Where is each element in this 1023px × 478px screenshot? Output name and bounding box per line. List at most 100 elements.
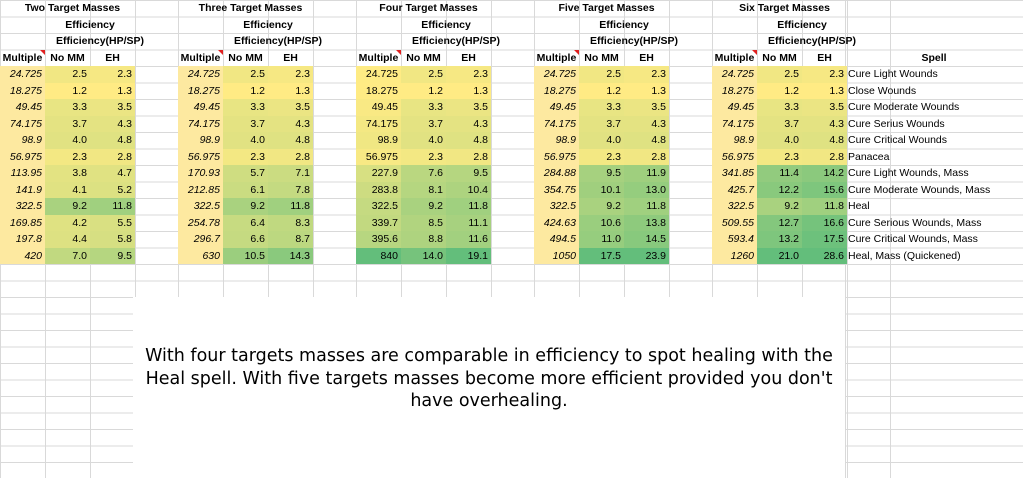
cell-multiple[interactable]: 283.8 — [356, 181, 401, 198]
cell-no-mm[interactable]: 3.7 — [45, 115, 90, 132]
cell-no-mm[interactable]: 3.7 — [579, 115, 624, 132]
cell-eh[interactable]: 8.3 — [268, 214, 313, 231]
cell-eh[interactable]: 1.3 — [446, 82, 491, 99]
cell-multiple[interactable]: 98.9 — [0, 132, 45, 149]
cell-multiple[interactable]: 170.93 — [178, 165, 223, 182]
cell-no-mm[interactable]: 12.7 — [757, 214, 802, 231]
cell-eh[interactable]: 4.8 — [802, 132, 847, 149]
cell-no-mm[interactable]: 8.8 — [401, 231, 446, 248]
cell-no-mm[interactable]: 4.0 — [401, 132, 446, 149]
group-title[interactable]: Six Target Masses — [739, 2, 830, 14]
cell-eh[interactable]: 11.1 — [446, 214, 491, 231]
cell-multiple[interactable]: 395.6 — [356, 231, 401, 248]
cell-no-mm[interactable]: 10.6 — [579, 214, 624, 231]
cell-eh[interactable]: 11.8 — [624, 198, 669, 215]
cell-no-mm[interactable]: 4.0 — [45, 132, 90, 149]
cell-eh[interactable]: 4.7 — [90, 165, 135, 182]
column-header-no-mm[interactable]: No MM — [406, 51, 441, 64]
cell-no-mm[interactable]: 13.2 — [757, 231, 802, 248]
cell-spell-name[interactable]: Cure Moderate Wounds — [848, 101, 960, 113]
cell-no-mm[interactable]: 7.6 — [401, 165, 446, 182]
column-header-multiple[interactable]: Multiple — [2, 51, 43, 64]
cell-multiple[interactable]: 322.5 — [534, 198, 579, 215]
cell-eh[interactable]: 14.5 — [624, 231, 669, 248]
cell-multiple[interactable]: 98.9 — [712, 132, 757, 149]
cell-multiple[interactable]: 1050 — [534, 247, 579, 264]
cell-no-mm[interactable]: 8.1 — [401, 181, 446, 198]
cell-no-mm[interactable]: 1.2 — [757, 82, 802, 99]
cell-multiple[interactable]: 322.5 — [178, 198, 223, 215]
cell-no-mm[interactable]: 12.2 — [757, 181, 802, 198]
cell-multiple[interactable]: 49.45 — [534, 99, 579, 116]
cell-eh[interactable]: 1.3 — [268, 82, 313, 99]
cell-multiple[interactable]: 341.85 — [712, 165, 757, 182]
cell-spell-name[interactable]: Cure Serious Wounds, Mass — [848, 216, 982, 229]
cell-multiple[interactable]: 494.5 — [534, 231, 579, 248]
cell-no-mm[interactable]: 1.2 — [223, 82, 268, 99]
cell-spell-name[interactable]: Heal, Mass (Quickened) — [848, 249, 961, 262]
cell-multiple[interactable]: 296.7 — [178, 231, 223, 248]
cell-no-mm[interactable]: 1.2 — [401, 82, 446, 99]
cell-spell-name[interactable]: Cure Moderate Wounds, Mass — [848, 183, 991, 196]
group-subtitle[interactable]: Efficiency — [777, 18, 827, 31]
cell-multiple[interactable]: 56.975 — [356, 148, 401, 165]
group-subtitle[interactable]: Efficiency — [65, 18, 115, 31]
comment-indicator-icon[interactable] — [218, 49, 223, 55]
cell-spell-name[interactable]: Cure Critical Wounds — [848, 134, 948, 146]
cell-eh[interactable]: 4.3 — [624, 115, 669, 132]
cell-eh[interactable]: 11.6 — [446, 231, 491, 248]
cell-multiple[interactable]: 74.175 — [712, 115, 757, 132]
cell-no-mm[interactable]: 9.2 — [401, 198, 446, 215]
cell-multiple[interactable]: 74.175 — [0, 115, 45, 132]
cell-no-mm[interactable]: 10.1 — [579, 181, 624, 198]
cell-eh[interactable]: 2.8 — [802, 148, 847, 165]
cell-eh[interactable]: 4.3 — [90, 115, 135, 132]
efficiency-label[interactable]: Efficiency(HP/SP) — [589, 35, 679, 47]
cell-multiple[interactable]: 593.4 — [712, 231, 757, 248]
column-header-eh[interactable]: EH — [283, 51, 298, 64]
cell-no-mm[interactable]: 11.0 — [579, 231, 624, 248]
cell-multiple[interactable]: 98.9 — [178, 132, 223, 149]
cell-eh[interactable]: 13.0 — [624, 181, 669, 198]
cell-no-mm[interactable]: 4.1 — [45, 181, 90, 198]
column-header-multiple[interactable]: Multiple — [358, 51, 399, 64]
cell-no-mm[interactable]: 9.5 — [579, 165, 624, 182]
cell-multiple[interactable]: 98.9 — [534, 132, 579, 149]
cell-no-mm[interactable]: 2.3 — [45, 148, 90, 165]
efficiency-label[interactable]: Efficiency(HP/SP) — [767, 35, 857, 47]
cell-no-mm[interactable]: 9.2 — [45, 198, 90, 215]
group-title[interactable]: Two Target Masses — [24, 2, 121, 14]
cell-multiple[interactable]: 56.975 — [534, 148, 579, 165]
cell-eh[interactable]: 2.3 — [446, 66, 491, 83]
cell-eh[interactable]: 4.8 — [268, 132, 313, 149]
cell-multiple[interactable]: 254.78 — [178, 214, 223, 231]
cell-no-mm[interactable]: 17.5 — [579, 247, 624, 264]
cell-multiple[interactable]: 339.7 — [356, 214, 401, 231]
cell-eh[interactable]: 14.2 — [802, 165, 847, 182]
cell-no-mm[interactable]: 1.2 — [45, 82, 90, 99]
cell-eh[interactable]: 17.5 — [802, 231, 847, 248]
cell-multiple[interactable]: 322.5 — [712, 198, 757, 215]
column-header-no-mm[interactable]: No MM — [228, 51, 263, 64]
cell-eh[interactable]: 10.4 — [446, 181, 491, 198]
cell-no-mm[interactable]: 2.3 — [223, 148, 268, 165]
column-header-eh[interactable]: EH — [817, 51, 832, 64]
group-title[interactable]: Three Target Masses — [198, 2, 303, 14]
cell-eh[interactable]: 3.5 — [268, 99, 313, 116]
cell-multiple[interactable]: 197.8 — [0, 231, 45, 248]
column-header-no-mm[interactable]: No MM — [762, 51, 797, 64]
efficiency-label[interactable]: Efficiency(HP/SP) — [55, 35, 145, 47]
cell-no-mm[interactable]: 3.7 — [401, 115, 446, 132]
cell-no-mm[interactable]: 1.2 — [579, 82, 624, 99]
cell-multiple[interactable]: 24.725 — [534, 66, 579, 83]
cell-multiple[interactable]: 24.725 — [0, 66, 45, 83]
cell-spell-name[interactable]: Close Wounds — [848, 84, 917, 97]
cell-multiple[interactable]: 18.275 — [178, 82, 223, 99]
cell-no-mm[interactable]: 4.0 — [579, 132, 624, 149]
cell-eh[interactable]: 5.2 — [90, 181, 135, 198]
cell-multiple[interactable]: 98.9 — [356, 132, 401, 149]
cell-multiple[interactable]: 56.975 — [712, 148, 757, 165]
cell-eh[interactable]: 3.5 — [90, 99, 135, 116]
cell-spell-name[interactable]: Cure Light Wounds, Mass — [848, 167, 969, 179]
comment-indicator-icon[interactable] — [40, 49, 45, 55]
